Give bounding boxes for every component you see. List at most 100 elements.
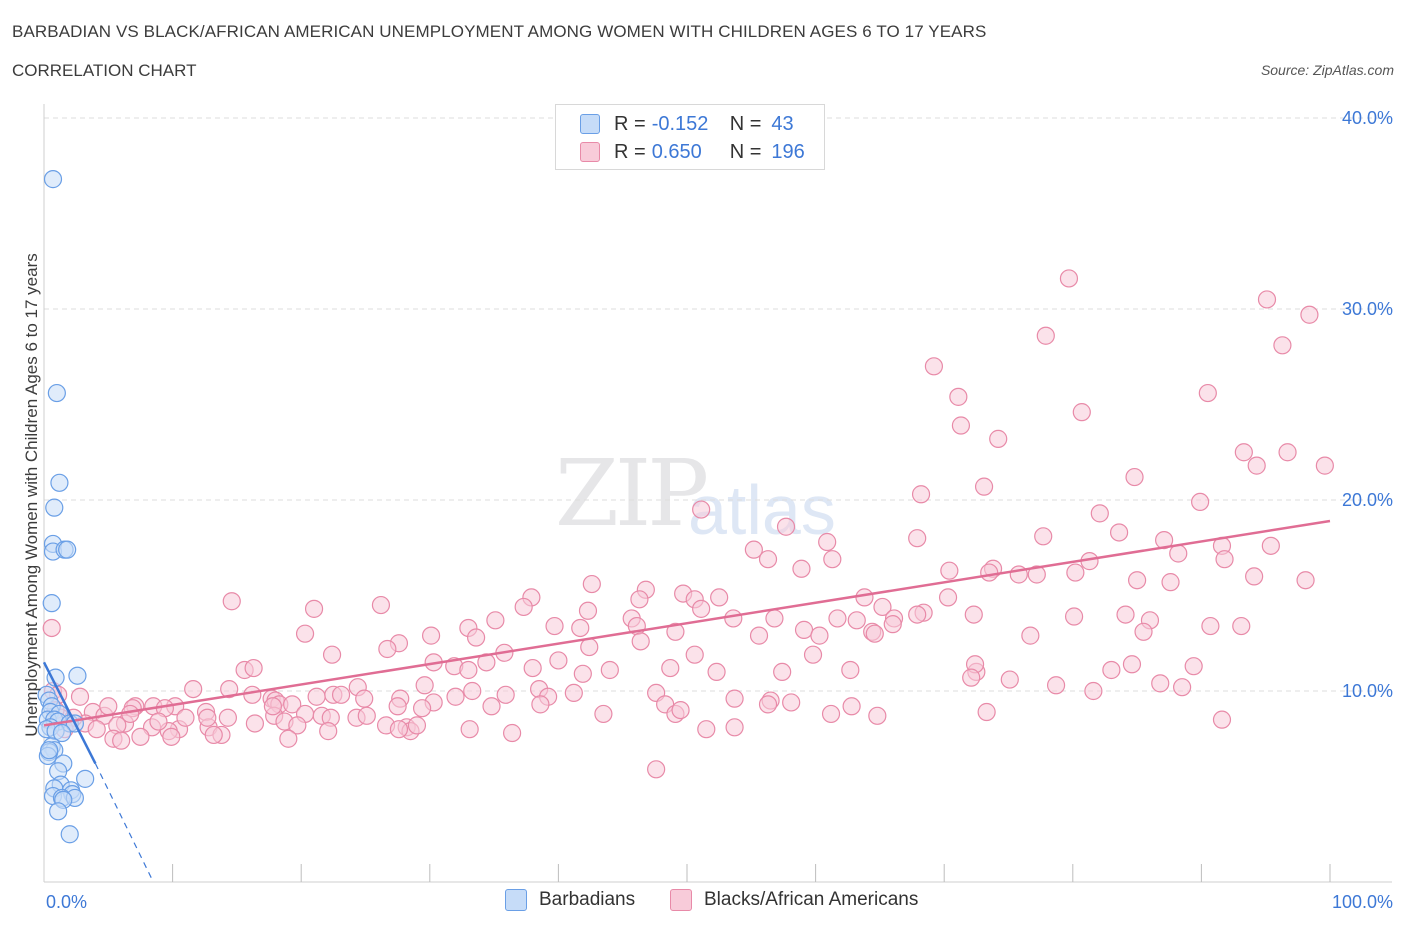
legend-r-value: -0.152 (651, 112, 709, 135)
data-point-blacks (218, 708, 237, 727)
data-point-blacks (1212, 710, 1232, 729)
data-point-blacks (865, 624, 884, 643)
data-point-blacks (243, 685, 262, 704)
axes (43, 104, 1392, 883)
data-point-blacks (295, 624, 315, 643)
tick-labels: 10.0% 20.0% 30.0% 40.0% 0.0% 100.0% (46, 108, 1393, 912)
data-point-blacks (1122, 655, 1142, 674)
data-point-blacks (842, 697, 861, 716)
chart-title: BARBADIAN VS BLACK/AFRICAN AMERICAN UNEM… (12, 22, 987, 41)
legend-r-label: R = (614, 140, 646, 163)
data-point-blacks (1169, 544, 1188, 563)
data-point-blacks (580, 637, 599, 657)
data-point-blacks (855, 588, 874, 607)
data-point-blacks (1109, 523, 1129, 542)
data-point-blacks (647, 760, 666, 779)
x-tick-label: 0.0% (46, 892, 87, 912)
x-tick-label: 100.0% (1332, 892, 1393, 912)
data-point-blacks (355, 689, 374, 708)
legend-swatch (670, 889, 692, 911)
data-point-barbadians (42, 594, 61, 613)
series-blacks-african-americans (42, 269, 1334, 779)
data-point-blacks (1034, 527, 1053, 546)
data-point-blacks (873, 597, 892, 617)
data-point-barbadians (47, 383, 66, 403)
data-point-blacks (594, 704, 613, 724)
data-point-blacks (600, 660, 619, 680)
data-point-blacks (1084, 681, 1103, 701)
legend-r-label: R = (614, 112, 646, 135)
y-tick-label: 20.0% (1342, 490, 1393, 510)
data-point-blacks (980, 563, 999, 582)
data-point-blacks (459, 660, 478, 680)
data-point-blacks (1046, 676, 1066, 695)
data-point-blacks (841, 660, 860, 680)
data-point-blacks (697, 720, 716, 739)
data-point-blacks (951, 416, 971, 435)
data-point-blacks (868, 706, 887, 725)
data-point-blacks (1273, 336, 1292, 355)
legend-row-blacks: R = 0.650 N = 196 (580, 140, 805, 164)
legend-swatch-blacks (580, 142, 600, 162)
data-point-barbadians (50, 473, 69, 492)
legend-n-value: 43 (771, 112, 794, 135)
data-point-blacks (389, 720, 409, 739)
legend-n-value: 196 (771, 140, 805, 163)
data-point-blacks (1036, 326, 1055, 345)
data-point-blacks (1161, 573, 1180, 592)
data-point-barbadians (60, 825, 79, 844)
data-point-blacks (749, 626, 769, 645)
data-point-blacks (545, 616, 564, 636)
trend-lines (42, 519, 1331, 883)
data-point-blacks (773, 662, 792, 682)
data-point-blacks (823, 550, 842, 569)
data-point-blacks (149, 712, 168, 731)
data-point-blacks (883, 615, 902, 634)
correlation-legend: R = -0.152 N = 43 R = 0.650 N = 196 (555, 104, 825, 170)
data-point-blacks (1151, 674, 1170, 693)
data-point-blacks (176, 708, 195, 727)
data-point-blacks (70, 687, 90, 706)
trend-line-barbadians (42, 661, 97, 765)
data-point-blacks (792, 559, 811, 578)
legend-n-label: N = (729, 112, 762, 135)
data-point-blacks (1027, 565, 1046, 584)
legend-item-blacks[interactable]: Blacks/African Americans (670, 889, 918, 911)
data-point-blacks (1215, 550, 1234, 569)
data-point-blacks (1245, 567, 1264, 586)
data-point-blacks (758, 550, 778, 569)
data-point-blacks (661, 658, 680, 678)
data-point-blacks (331, 685, 351, 704)
data-point-blacks (319, 722, 338, 741)
data-point-blacks (977, 702, 996, 722)
data-point-blacks (573, 664, 592, 683)
data-point-blacks (486, 611, 505, 630)
data-point-blacks (421, 626, 441, 645)
data-point-blacks (288, 716, 307, 735)
data-point-barbadians (43, 170, 63, 189)
data-point-blacks (828, 609, 847, 628)
source-label: Source: ZipAtlas.com (1260, 62, 1394, 78)
data-point-barbadians (58, 540, 77, 559)
watermark-atlas: atlas (688, 471, 836, 549)
data-point-blacks (631, 632, 650, 651)
y-tick-label: 40.0% (1342, 108, 1393, 128)
data-point-blacks (582, 574, 601, 594)
legend-label: Blacks/African Americans (704, 889, 919, 910)
data-point-blacks (725, 689, 744, 708)
data-point-blacks (531, 695, 550, 714)
data-point-blacks (99, 697, 118, 716)
data-point-blacks (1072, 403, 1091, 422)
data-point-blacks (162, 727, 181, 746)
data-point-blacks (758, 695, 778, 714)
data-point-blacks (549, 651, 568, 670)
data-point-blacks (388, 697, 407, 716)
data-point-blacks (1059, 269, 1079, 288)
data-point-blacks (685, 645, 704, 664)
data-point-blacks (357, 706, 376, 725)
legend-item-barbadians[interactable]: Barbadians (505, 889, 635, 911)
data-point-barbadians (68, 666, 87, 685)
data-point-blacks (131, 727, 150, 746)
data-point-barbadians (49, 802, 68, 821)
